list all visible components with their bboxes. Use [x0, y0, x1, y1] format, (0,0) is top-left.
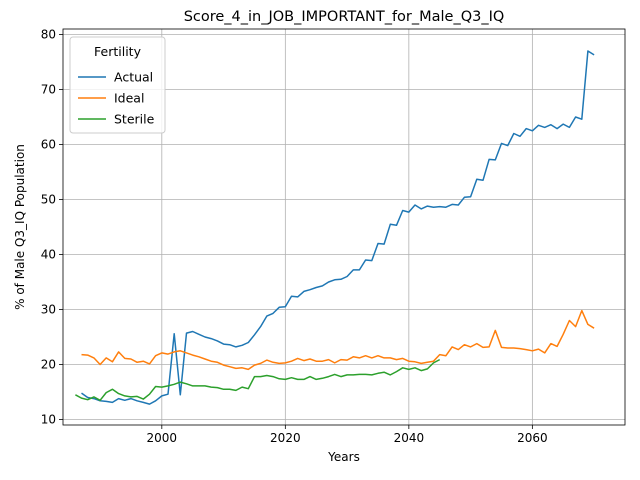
y-tick-label: 10: [41, 413, 56, 427]
series-layer: [75, 50, 595, 405]
legend-title: Fertility: [94, 44, 142, 59]
x-tick-label: 2040: [394, 431, 425, 445]
legend-label-ideal: Ideal: [114, 91, 144, 106]
y-tick-label: 20: [41, 358, 56, 372]
y-tick-label: 70: [41, 83, 56, 97]
series-line-sterile: [75, 358, 441, 402]
axes: 2000 2020 2040 2060 10 20 30 40 50 60 70 80: [41, 28, 548, 446]
x-tick-label: 2000: [147, 431, 178, 445]
grid: [63, 29, 625, 425]
y-tick-label: 40: [41, 248, 56, 262]
series-line-actual: [81, 50, 595, 405]
y-axis-label: % of Male Q3_IQ Population: [13, 144, 27, 310]
y-tick-label: 30: [41, 303, 56, 317]
legend-label-sterile: Sterile: [114, 112, 155, 127]
chart-title: Score_4_in_JOB_IMPORTANT_for_Male_Q3_IQ: [184, 9, 505, 25]
x-tick-label: 2060: [517, 431, 548, 445]
x-axis-label: Years: [327, 450, 360, 464]
y-tick-label: 80: [41, 28, 56, 42]
legend: Fertility Actual Ideal Sterile: [69, 36, 166, 134]
y-tick-label: 50: [41, 193, 56, 207]
legend-label-actual: Actual: [114, 70, 153, 85]
legend-box: [69, 36, 166, 134]
y-tick-label: 60: [41, 138, 56, 152]
series-line-ideal: [81, 309, 595, 371]
x-tick-label: 2020: [270, 431, 301, 445]
plot-frame: [62, 28, 626, 426]
